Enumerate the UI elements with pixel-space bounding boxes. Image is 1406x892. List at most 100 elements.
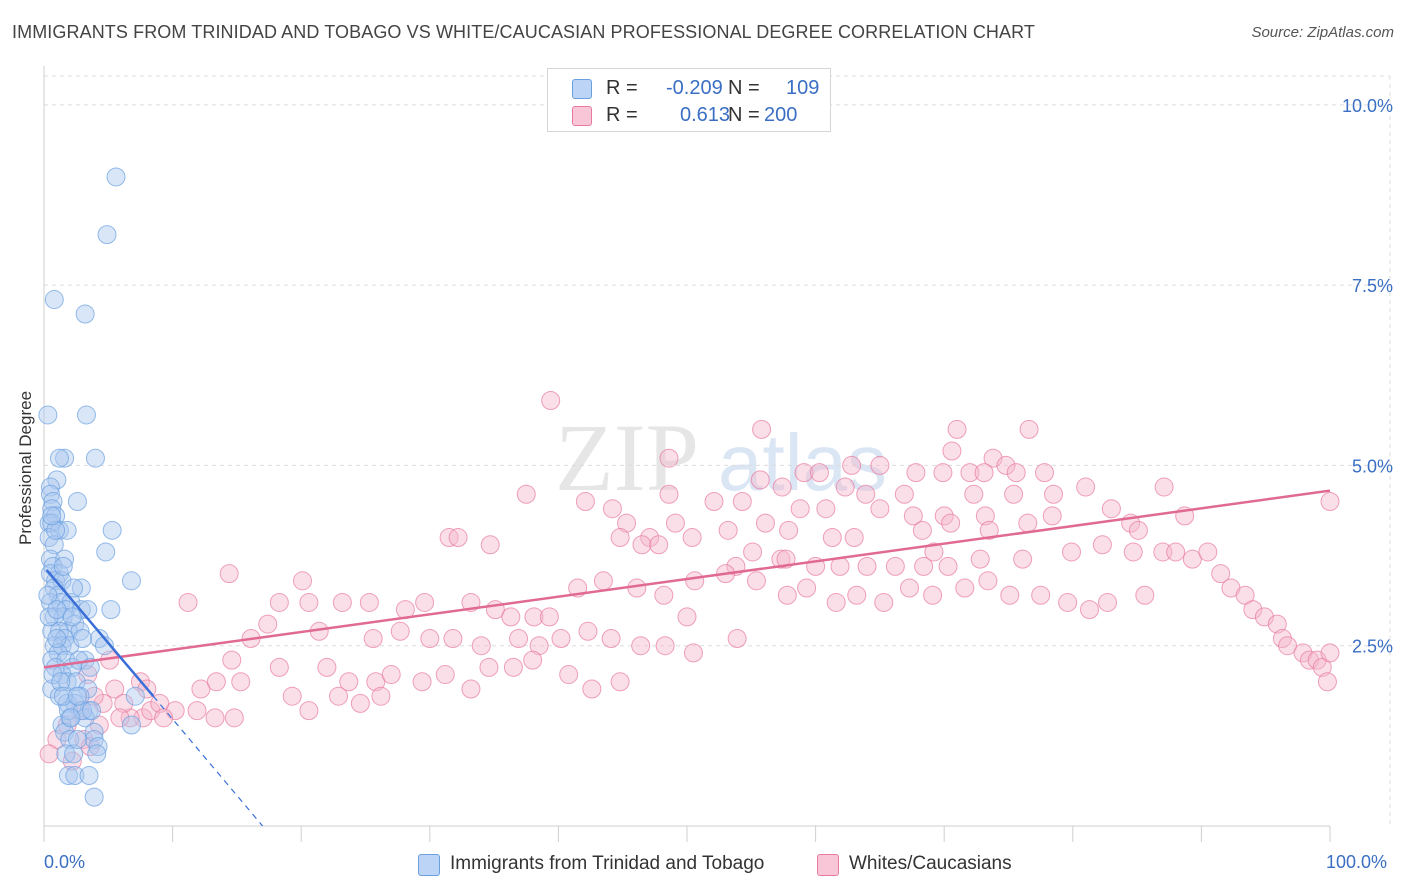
data-point-whites [665,513,685,533]
data-point-whites [501,607,521,627]
data-point-whites [617,513,637,533]
data-point-trinidad [87,744,107,764]
legend-r-label: R = [606,77,638,99]
data-point-trinidad [67,729,87,749]
data-point-whites [332,592,352,612]
data-point-whites [743,542,763,562]
data-point-whites [779,520,799,540]
data-point-whites [523,650,543,670]
data-point-whites [258,614,278,634]
data-point-whites [1317,672,1337,692]
data-point-whites [654,585,674,605]
bottom-legend-label: Whites/Caucasians [849,853,1012,874]
data-point-whites [894,484,914,504]
data-point-whites [1154,477,1174,497]
data-point-trinidad [84,787,104,807]
data-point-whites [1123,542,1143,562]
y-tick-labels: 2.5% 5.0% 7.5% 10.0% [1342,96,1393,657]
data-point-trinidad [53,686,73,706]
data-point-whites [110,708,130,728]
data-point-trinidad [55,549,75,569]
data-point-whites [219,564,239,584]
data-point-whites [610,672,630,692]
y-tick-label: 10.0% [1342,96,1393,116]
x-tick-max: 100.0% [1326,852,1388,872]
data-point-whites [933,463,953,483]
data-point-whites [809,463,829,483]
data-point-whites [755,513,775,533]
data-point-whites [794,463,814,483]
data-point-whites [857,556,877,576]
data-point-whites [790,499,810,519]
data-point-whites [750,470,770,490]
data-point-whites [844,528,864,548]
data-point-whites [941,513,961,533]
data-point-trinidad [88,737,108,757]
data-point-whites [826,592,846,612]
data-point-whites [923,585,943,605]
data-point-whites [682,528,702,548]
data-point-whites [578,621,598,641]
data-point-whites [870,499,890,519]
data-point-trinidad [102,520,122,540]
data-point-whites [797,578,817,598]
data-point-whites [942,441,962,461]
data-point-whites [772,477,792,497]
data-point-whites [659,448,679,468]
data-point-whites [1128,520,1148,540]
data-point-whites [975,506,995,526]
data-point-whites [222,650,242,670]
data-point-trinidad [67,686,87,706]
data-point-whites [328,686,348,706]
source-label: Source: ZipAtlas.com [1251,24,1394,41]
data-point-whites [363,629,383,648]
data-point-whites [390,621,410,641]
data-point-whites [231,672,251,692]
data-point-whites [350,693,370,713]
data-point-whites [610,528,630,548]
x-tick-min: 0.0% [44,852,86,872]
data-point-whites [683,643,703,663]
data-point-whites [503,657,523,677]
bottom-legend-swatch-pink [817,854,839,876]
data-point-whites [178,592,198,612]
data-point-trinidad [38,585,58,605]
data-point-trinidad [44,535,64,555]
data-point-whites [964,484,984,504]
data-point-trinidad [55,448,75,468]
data-point-trinidad [82,701,102,721]
data-point-whites [1058,592,1078,612]
legend-swatch-blue [572,79,592,99]
data-point-trinidad [96,542,116,562]
watermark-zip: ZIP [555,404,699,511]
data-point-whites [582,679,602,699]
gridlines [44,75,1391,826]
data-point-whites [191,679,211,699]
data-point-whites [62,751,82,771]
series-whites-points [39,391,1340,771]
y-tick-label: 2.5% [1352,637,1393,657]
watermark: ZIP atlas [555,404,887,511]
data-point-whites [78,665,98,685]
data-point-whites [870,455,890,475]
data-point-whites [727,629,747,648]
data-point-whites [529,636,549,656]
data-point-whites [974,463,994,483]
data-point-trinidad [40,484,60,504]
data-point-whites [1098,592,1118,612]
data-point-whites [461,679,481,699]
data-point-whites [448,528,468,548]
data-point-whites [1211,564,1231,584]
data-point-whites [746,571,766,591]
data-point-whites [435,665,455,685]
data-point-trinidad [56,744,76,764]
data-point-whites [1044,484,1064,504]
data-point-trinidad [76,405,96,425]
data-point-trinidad [44,290,64,310]
data-point-whites [903,506,923,526]
data-point-trinidad [58,766,78,786]
data-point-trinidad [101,600,121,620]
data-point-whites [1013,549,1033,569]
data-point-whites [1243,600,1263,620]
data-point-whites [1101,499,1121,519]
